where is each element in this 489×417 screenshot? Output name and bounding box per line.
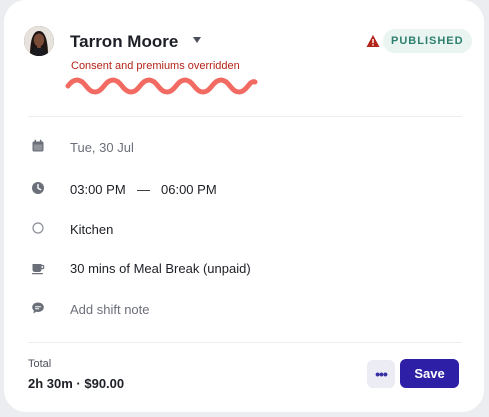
calendar-icon [32, 139, 44, 152]
coffee-cup-icon [32, 264, 45, 275]
chat-bubble-icon [32, 302, 44, 314]
footer-divider [28, 342, 462, 343]
time-separator: — [137, 182, 150, 197]
warning-triangle-icon [366, 35, 380, 47]
total-value: 2h 30m · $90.00 [28, 376, 125, 391]
save-button[interactable]: Save [400, 359, 459, 388]
clock-icon [32, 182, 44, 194]
chevron-down-icon[interactable] [192, 36, 202, 44]
more-icon: ••• [375, 366, 388, 382]
avatar-image [24, 26, 54, 56]
end-time[interactable]: 06:00 PM [161, 182, 217, 197]
avatar[interactable] [24, 26, 54, 56]
employee-name[interactable]: Tarron Moore [70, 32, 179, 51]
shift-location[interactable]: Kitchen [70, 222, 114, 237]
shift-card: Tarron Moore PUBLISHED Consent and premi… [4, 0, 484, 412]
start-time[interactable]: 03:00 PM [70, 182, 126, 197]
shift-note-input[interactable]: Add shift note [70, 302, 150, 317]
squiggle-underline [65, 77, 258, 95]
location-circle-icon [32, 222, 44, 234]
header-divider [28, 116, 462, 117]
shift-break[interactable]: 30 mins of Meal Break (unpaid) [70, 261, 251, 276]
more-options-button[interactable]: ••• [367, 360, 395, 388]
status-badge: PUBLISHED [383, 29, 472, 53]
override-warning-text: Consent and premiums overridden [71, 60, 240, 72]
shift-date[interactable]: Tue, 30 Jul [70, 140, 134, 155]
total-label: Total [28, 358, 52, 370]
